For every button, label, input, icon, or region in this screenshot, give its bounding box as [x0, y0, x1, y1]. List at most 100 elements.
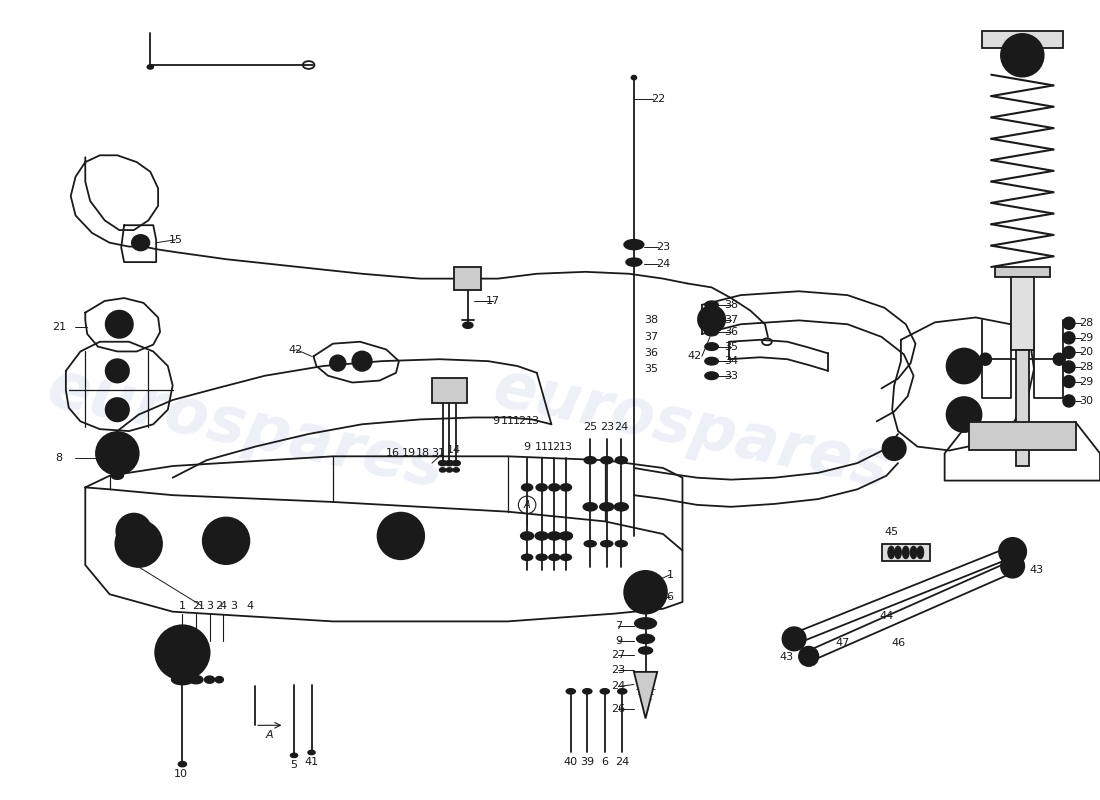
Ellipse shape: [917, 546, 924, 558]
Circle shape: [352, 351, 372, 371]
Ellipse shape: [601, 689, 609, 694]
Ellipse shape: [626, 258, 641, 266]
Text: 16: 16: [386, 449, 400, 458]
Circle shape: [377, 513, 425, 559]
Text: 13: 13: [559, 442, 573, 452]
Circle shape: [640, 587, 650, 597]
Circle shape: [106, 359, 129, 382]
Text: 40: 40: [563, 757, 578, 767]
Text: 30: 30: [1079, 396, 1093, 406]
Ellipse shape: [178, 762, 186, 766]
Text: 31: 31: [431, 449, 444, 458]
Ellipse shape: [536, 532, 548, 540]
Ellipse shape: [447, 468, 452, 472]
Ellipse shape: [618, 689, 627, 694]
Ellipse shape: [520, 532, 534, 540]
Bar: [1011, 277, 1034, 350]
Circle shape: [1063, 395, 1075, 406]
Text: 26: 26: [612, 704, 626, 714]
Text: 24: 24: [656, 259, 670, 269]
Text: 20: 20: [1079, 347, 1093, 358]
Text: 24: 24: [615, 757, 629, 767]
Ellipse shape: [705, 301, 718, 309]
Circle shape: [1063, 361, 1075, 373]
Text: 42: 42: [688, 351, 701, 362]
Circle shape: [113, 450, 121, 458]
Text: 3: 3: [206, 601, 213, 611]
Ellipse shape: [631, 76, 636, 79]
Bar: [432, 378, 466, 403]
Text: 6: 6: [667, 592, 673, 602]
Circle shape: [1001, 34, 1044, 77]
Bar: [881, 544, 931, 561]
Circle shape: [117, 514, 152, 549]
Ellipse shape: [521, 484, 532, 490]
Text: 4: 4: [220, 601, 227, 611]
Ellipse shape: [439, 461, 447, 466]
Polygon shape: [634, 672, 657, 718]
Text: 21: 21: [52, 322, 66, 332]
Ellipse shape: [561, 554, 571, 560]
Circle shape: [221, 536, 231, 546]
Ellipse shape: [290, 754, 297, 758]
Text: 29: 29: [1079, 377, 1093, 386]
Circle shape: [947, 397, 981, 432]
Circle shape: [396, 531, 406, 541]
Text: 1: 1: [667, 570, 673, 580]
Circle shape: [106, 398, 129, 422]
Text: 15: 15: [168, 234, 183, 245]
Ellipse shape: [910, 546, 917, 558]
Text: 24: 24: [614, 422, 628, 432]
Ellipse shape: [453, 468, 459, 472]
Ellipse shape: [583, 503, 597, 510]
Text: 7: 7: [615, 622, 622, 631]
Circle shape: [134, 539, 143, 549]
Ellipse shape: [584, 457, 596, 464]
Ellipse shape: [894, 546, 901, 558]
Circle shape: [782, 627, 806, 650]
Circle shape: [1063, 346, 1075, 358]
Ellipse shape: [705, 358, 718, 365]
Ellipse shape: [635, 618, 657, 629]
Ellipse shape: [601, 457, 613, 464]
Ellipse shape: [584, 541, 596, 546]
Ellipse shape: [600, 503, 614, 510]
Text: A: A: [524, 500, 530, 510]
Text: 3: 3: [230, 601, 238, 611]
Text: 33: 33: [724, 370, 738, 381]
Text: 2: 2: [214, 601, 222, 611]
Circle shape: [106, 310, 133, 338]
Text: 1: 1: [198, 601, 206, 611]
Text: 17: 17: [486, 296, 500, 306]
Text: 28: 28: [1079, 362, 1093, 372]
Circle shape: [999, 538, 1026, 565]
Text: 6: 6: [602, 757, 608, 767]
Text: 12: 12: [547, 442, 561, 452]
Circle shape: [330, 355, 345, 371]
Text: 27: 27: [612, 650, 626, 660]
Text: 1: 1: [179, 601, 186, 611]
Ellipse shape: [189, 676, 202, 683]
Circle shape: [624, 571, 667, 614]
Ellipse shape: [111, 472, 123, 479]
Ellipse shape: [548, 532, 561, 540]
Ellipse shape: [639, 647, 652, 654]
Text: 22: 22: [651, 94, 666, 104]
Circle shape: [1054, 354, 1065, 365]
Text: 4: 4: [246, 601, 254, 611]
Text: 9: 9: [524, 442, 530, 452]
Circle shape: [1063, 318, 1075, 329]
Ellipse shape: [566, 689, 575, 694]
Text: 37: 37: [645, 332, 659, 342]
Text: 36: 36: [645, 348, 659, 358]
Bar: [996, 267, 1049, 277]
Ellipse shape: [601, 541, 613, 546]
Circle shape: [799, 646, 818, 666]
Text: 28: 28: [1079, 318, 1093, 328]
Ellipse shape: [705, 317, 718, 324]
Circle shape: [116, 521, 162, 567]
Circle shape: [155, 626, 210, 680]
Ellipse shape: [902, 546, 910, 558]
Circle shape: [698, 306, 725, 333]
Text: 11: 11: [535, 442, 549, 452]
